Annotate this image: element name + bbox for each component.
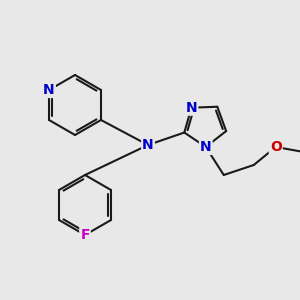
- Text: N: N: [43, 83, 55, 97]
- Text: N: N: [186, 101, 197, 115]
- Text: N: N: [142, 138, 154, 152]
- Text: F: F: [80, 228, 90, 242]
- Text: O: O: [270, 140, 282, 154]
- Text: N: N: [200, 140, 212, 154]
